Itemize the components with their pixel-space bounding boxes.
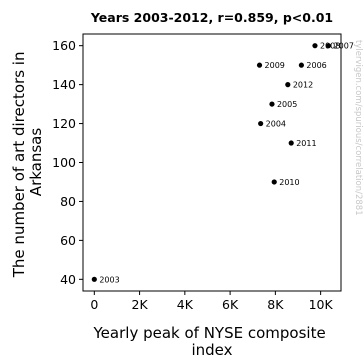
data-point-2007 xyxy=(325,43,332,49)
x-tick-label: 8K xyxy=(267,297,284,312)
point-label-2005: 2005 xyxy=(277,100,297,109)
point-label-2011: 2011 xyxy=(296,139,316,148)
x-axis-label: Yearly peak of NYSE composite index xyxy=(93,324,331,358)
data-point-2009 xyxy=(256,62,263,68)
y-axis-label: The number of art directors in Arkansas xyxy=(10,47,45,278)
y-tick-label: 160 xyxy=(52,38,76,53)
point-label-2009: 2009 xyxy=(265,61,285,70)
point-label-2012: 2012 xyxy=(293,81,313,90)
y-tick-label: 60 xyxy=(60,233,76,248)
plot-frame xyxy=(82,33,342,292)
data-point-2003 xyxy=(91,276,97,282)
y-tick-label: 120 xyxy=(52,116,76,131)
x-axis-label-line-1: Yearly peak of NYSE composite xyxy=(93,324,326,342)
data-point-2004 xyxy=(258,120,264,127)
x-tick-label: 4K xyxy=(177,297,194,312)
y-axis-label-line-1: The number of art directors in xyxy=(10,52,28,279)
watermark-text: tylervigen.com/spurious/correlation/2881 xyxy=(353,40,363,216)
point-label-2010: 2010 xyxy=(279,178,299,187)
x-tick-label: 0 xyxy=(90,297,98,312)
data-point-2011 xyxy=(288,140,294,146)
y-tick-label: 140 xyxy=(52,77,76,92)
point-label-2003: 2003 xyxy=(99,275,119,284)
point-label-2004: 2004 xyxy=(266,120,286,129)
x-tick-label: 6K xyxy=(222,297,239,312)
y-tick-label: 100 xyxy=(52,155,76,170)
plot-area xyxy=(82,33,342,292)
data-point-2008 xyxy=(312,43,318,49)
data-point-2010 xyxy=(271,179,277,185)
point-label-2006: 2006 xyxy=(306,61,326,70)
y-tick-label: 40 xyxy=(60,272,76,287)
y-tick-label: 80 xyxy=(60,194,76,209)
point-label-2008: 2008 xyxy=(320,42,340,51)
x-tick-label: 2K xyxy=(132,297,149,312)
x-tick-label: 10K xyxy=(309,297,334,312)
data-point-2005 xyxy=(269,101,275,107)
data-point-2006 xyxy=(298,62,304,68)
y-axis-ticks: 40 60 80 100 120 140 160 xyxy=(52,38,83,287)
y-axis-label-line-2: Arkansas xyxy=(27,128,45,197)
chart-title: Years 2003-2012, r=0.859, p<0.01 xyxy=(90,10,333,25)
x-axis-ticks: 0 2K 4K 6K 8K 10K xyxy=(90,291,333,312)
point-label-2007: 2007 xyxy=(334,42,354,51)
data-point-2012 xyxy=(285,82,291,88)
x-axis-label-line-2: index xyxy=(191,341,232,358)
